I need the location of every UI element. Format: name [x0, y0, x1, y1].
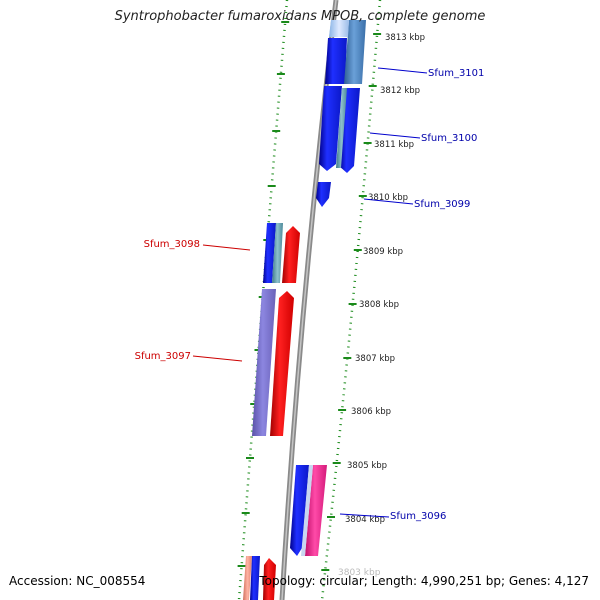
gene-block-sfum-3096-pink[interactable] — [305, 465, 327, 556]
gene-label-sfum-3096[interactable]: Sfum_3096 — [390, 511, 446, 522]
gene-label-sfum-3099[interactable]: Sfum_3099 — [414, 199, 470, 210]
gene-strip-sfum-3098 — [272, 223, 283, 283]
gene-block-sfum-3101-b[interactable] — [344, 20, 366, 84]
gene-label-sfum-3098[interactable]: Sfum_3098 — [144, 239, 200, 250]
scale-tick-label-partial: 3803 kbp — [338, 568, 381, 578]
accession-text: Accession: NC_008554 — [9, 574, 146, 588]
leader-sfum-3101 — [377, 67, 428, 74]
gene-arrow-sfum-3098-blue[interactable] — [263, 223, 276, 283]
gene-block-top-light[interactable] — [329, 20, 349, 37]
gene-block-bottom-blue[interactable] — [250, 556, 260, 600]
tick-label-3804: 3804 kbp — [345, 515, 385, 525]
leader-sfum-3097 — [192, 355, 243, 362]
gene-strip-sfum-3100 — [336, 88, 347, 168]
tick-label-3810: 3810 kbp — [368, 193, 408, 203]
gene-block-bottom-salmon[interactable] — [243, 556, 252, 600]
scale-ticks: 3813 kbp 3812 kbp 3811 kbp 3810 kbp 3809… — [345, 33, 425, 525]
gene-strip-sfum-3096 — [301, 465, 313, 556]
gene-label-sfum-3100[interactable]: Sfum_3100 — [421, 133, 477, 144]
tick-label-3808: 3808 kbp — [359, 300, 399, 310]
gene-block-sfum-3101-a[interactable] — [325, 38, 347, 84]
leader-sfum-3100 — [369, 132, 421, 139]
tick-label-3812: 3812 kbp — [380, 86, 420, 96]
gene-arrow-sfum-3097[interactable] — [270, 291, 294, 436]
tick-label-3813: 3813 kbp — [385, 33, 425, 43]
tick-label-3809: 3809 kbp — [363, 247, 403, 257]
tick-label-3805: 3805 kbp — [347, 461, 387, 471]
gene-arrow-bottom-red[interactable] — [263, 558, 276, 600]
tick-label-3811: 3811 kbp — [374, 140, 414, 150]
gc-skew-dashes — [237, 21, 382, 571]
gene-label-sfum-3097[interactable]: Sfum_3097 — [135, 351, 191, 362]
tick-label-3806: 3806 kbp — [351, 407, 391, 417]
genome-summary-text: Topology: circular; Length: 4,990,251 bp… — [259, 574, 589, 588]
tick-label-3807: 3807 kbp — [355, 354, 395, 364]
leader-sfum-3098 — [202, 244, 251, 251]
gene-arrow-sfum-3096-blue[interactable] — [290, 465, 309, 556]
map-title: Syntrophobacter fumaroxidans MPOB, compl… — [114, 9, 486, 24]
gene-label-sfum-3101[interactable]: Sfum_3101 — [428, 68, 484, 79]
leader-sfum-3099 — [363, 198, 414, 205]
gene-arrow-sfum-3098-red[interactable] — [282, 226, 300, 283]
leader-sfum-3096 — [339, 513, 390, 518]
outer-dotted-ring — [320, 0, 382, 600]
gene-arrow-sfum-3100-a[interactable] — [319, 86, 342, 171]
gene-block-sfum-3097[interactable] — [252, 289, 276, 436]
gene-arrow-sfum-3099[interactable] — [316, 182, 331, 207]
